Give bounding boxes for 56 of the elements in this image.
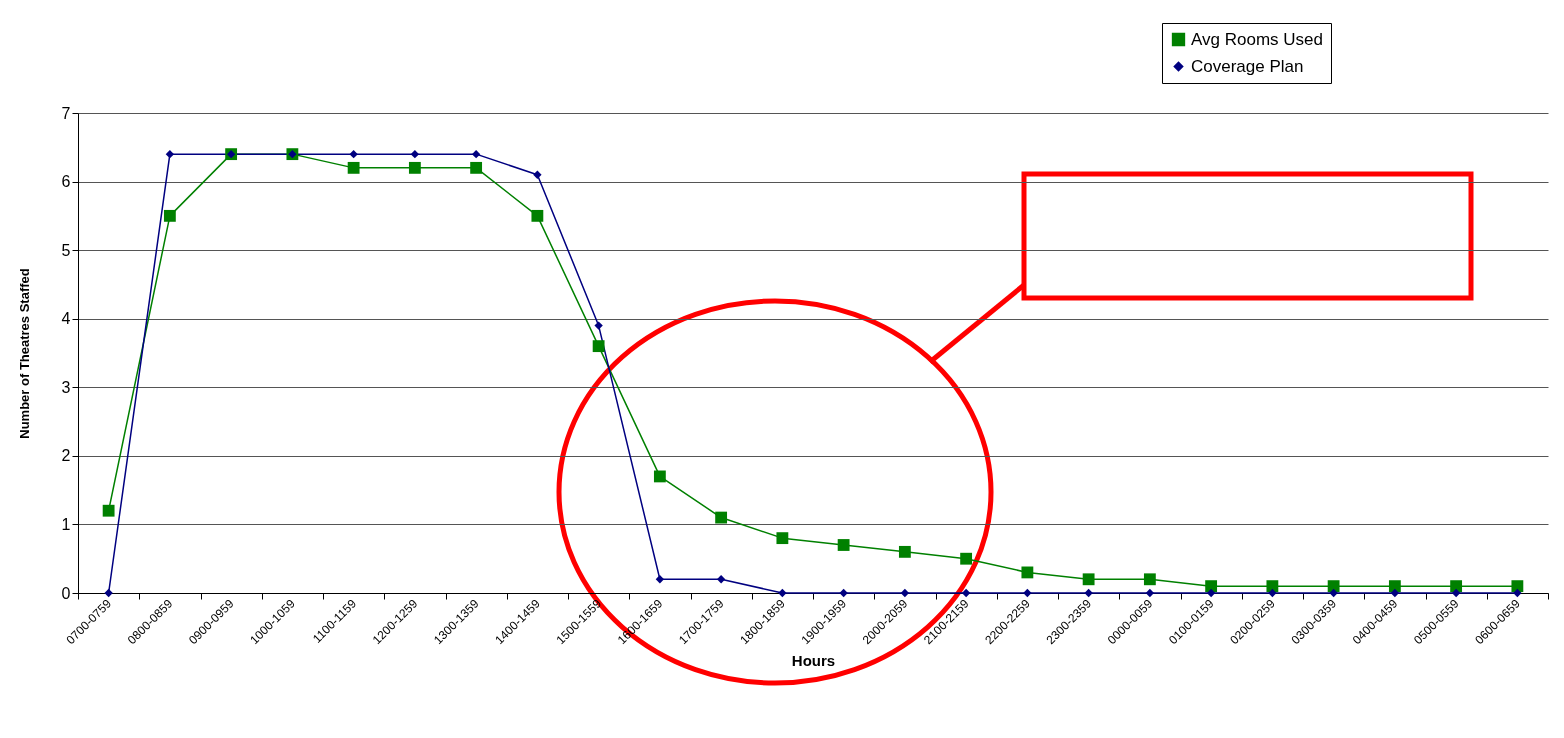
point bbox=[653, 470, 666, 483]
y-tick-label: 5 bbox=[61, 241, 71, 259]
point bbox=[716, 575, 726, 584]
point bbox=[349, 149, 358, 159]
point bbox=[165, 149, 175, 159]
point bbox=[715, 511, 728, 524]
point bbox=[104, 588, 113, 598]
point bbox=[776, 532, 789, 545]
point bbox=[410, 149, 420, 159]
point bbox=[1084, 588, 1093, 598]
point bbox=[961, 588, 971, 598]
point bbox=[1082, 573, 1095, 586]
point bbox=[898, 545, 911, 558]
point bbox=[1206, 588, 1216, 598]
point bbox=[531, 209, 544, 222]
y-tick-label: 2 bbox=[61, 447, 71, 465]
point bbox=[1023, 588, 1032, 598]
legend-label: Avg Rooms Used bbox=[1191, 29, 1323, 49]
point bbox=[1450, 580, 1463, 593]
point bbox=[1145, 588, 1155, 598]
point bbox=[408, 161, 421, 174]
point bbox=[900, 588, 910, 598]
point bbox=[1513, 588, 1522, 598]
legend-label: Coverage Plan bbox=[1191, 56, 1304, 76]
point bbox=[1021, 566, 1034, 579]
point bbox=[1388, 580, 1401, 593]
point bbox=[1390, 588, 1400, 598]
point bbox=[163, 209, 176, 222]
point bbox=[960, 552, 973, 565]
point bbox=[470, 161, 483, 174]
y-axis-title: Number of Theatres Staffed bbox=[16, 268, 32, 439]
point bbox=[1451, 588, 1461, 598]
point bbox=[655, 575, 665, 584]
y-tick-label: 3 bbox=[61, 378, 71, 396]
y-tick-label: 0 bbox=[61, 584, 71, 602]
y-tick-label: 6 bbox=[61, 173, 71, 191]
x-axis-title: Hours bbox=[791, 652, 836, 670]
point bbox=[1511, 580, 1524, 593]
point bbox=[592, 340, 605, 353]
y-tick-label: 7 bbox=[61, 104, 71, 122]
y-tick-label: 1 bbox=[61, 515, 71, 533]
point bbox=[471, 149, 481, 159]
point bbox=[778, 588, 787, 598]
point bbox=[347, 161, 360, 174]
point bbox=[1268, 588, 1277, 598]
y-tick-label: 4 bbox=[61, 310, 71, 328]
point bbox=[1143, 573, 1156, 586]
point bbox=[594, 321, 603, 330]
point bbox=[533, 170, 542, 179]
point bbox=[1205, 580, 1218, 593]
point bbox=[1329, 588, 1338, 598]
point bbox=[839, 588, 848, 598]
point bbox=[1327, 580, 1340, 593]
point bbox=[102, 504, 115, 517]
point bbox=[1266, 580, 1279, 593]
point bbox=[837, 539, 850, 551]
